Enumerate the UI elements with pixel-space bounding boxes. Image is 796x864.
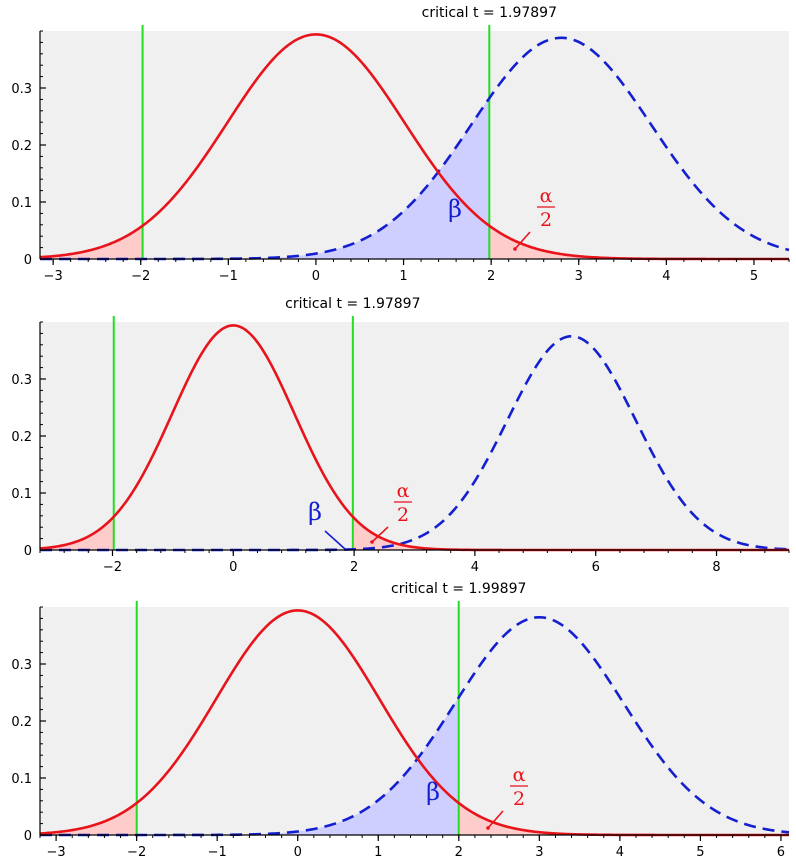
alpha-denominator: 2 <box>397 504 409 526</box>
y-tick-label: 0 <box>24 544 32 559</box>
alpha-half-label: α2 <box>370 480 412 544</box>
x-tick-label: 0 <box>294 845 302 860</box>
x-tick-label: 6 <box>592 560 600 575</box>
x-tick-label: 0 <box>312 269 320 284</box>
alpha-denominator: 2 <box>540 209 552 231</box>
alpha-left-tail-fill <box>40 516 114 550</box>
x-tick-label: 1 <box>399 269 407 284</box>
beta-region-fill <box>40 697 459 835</box>
alpha-denominator: 2 <box>513 788 525 810</box>
x-tick-label: 6 <box>777 845 785 860</box>
x-tick-label: 5 <box>696 845 704 860</box>
x-tick-label: −2 <box>131 269 150 284</box>
alpha-leader-dot <box>370 540 374 544</box>
alpha-numerator: α <box>397 480 410 502</box>
beta-region-fill <box>40 98 490 260</box>
beta-label: β <box>308 498 322 526</box>
chart-title: critical t = 1.99897 <box>391 581 526 597</box>
x-tick-label: 8 <box>712 560 720 575</box>
y-tick-label: 0.2 <box>11 139 32 154</box>
alpha-left-tail-fill <box>40 225 143 259</box>
beta-label: β <box>426 778 440 806</box>
y-tick-label: 0 <box>24 253 32 268</box>
chart-panel-3: −3 −2 −1 0 1 2 3 4 5 6 0 0.1 0.2 0.3 critical t = 1.99… <box>11 581 790 860</box>
alpha-left-tail-fill <box>40 803 137 835</box>
alpha-right-tail-fill <box>352 516 789 550</box>
y-axis-ticks: 0 0.1 0.2 0.3 <box>11 30 46 268</box>
y-tick-label: 0.3 <box>11 658 32 673</box>
alpha-right-tail-fill <box>489 225 789 259</box>
x-axis-ticks: −3 −2 −1 0 1 2 3 4 5 6 <box>39 835 785 860</box>
x-tick-label: −1 <box>219 269 238 284</box>
alpha-numerator: α <box>513 764 526 786</box>
x-tick-label: 3 <box>575 269 583 284</box>
x-tick-label: 4 <box>616 845 624 860</box>
x-tick-label: −3 <box>44 269 63 284</box>
x-axis-ticks: −3 −2 −1 0 1 2 3 4 5 <box>44 259 790 284</box>
alpha-leader-line <box>487 810 504 829</box>
chart-title: critical t = 1.97897 <box>422 5 557 21</box>
x-tick-label: 4 <box>662 269 670 284</box>
y-tick-label: 0.1 <box>11 487 32 502</box>
x-tick-label: 2 <box>455 845 463 860</box>
y-tick-label: 0 <box>24 829 32 844</box>
chart-panel-1: −3 −2 −1 0 1 2 3 4 5 0 0.1 0.2 0.3 critical t = 1.978… <box>11 5 790 284</box>
y-tick-label: 0.2 <box>11 715 32 730</box>
x-tick-label: −3 <box>47 845 66 860</box>
x-tick-label: 2 <box>487 269 495 284</box>
alpha-right-tail-fill <box>458 803 789 835</box>
y-tick-label: 0.3 <box>11 82 32 97</box>
beta-label: β <box>448 195 462 223</box>
alpha-leader-line <box>514 231 531 250</box>
x-axis-ticks: −2 0 2 4 6 8 <box>39 550 790 575</box>
y-axis-ticks: 0 0.1 0.2 0.3 <box>11 606 46 844</box>
y-axis-ticks: 0 0.1 0.2 0.3 <box>11 321 46 559</box>
alpha-leader-dot <box>486 826 490 830</box>
y-tick-label: 0.2 <box>11 430 32 445</box>
x-tick-label: 0 <box>229 560 237 575</box>
y-tick-label: 0.1 <box>11 772 32 787</box>
x-tick-label: −2 <box>127 845 146 860</box>
beta-leader-line <box>324 530 346 550</box>
x-tick-label: 4 <box>471 560 479 575</box>
y-tick-label: 0.1 <box>11 196 32 211</box>
x-tick-label: −1 <box>208 845 227 860</box>
alpha-numerator: α <box>540 185 553 207</box>
plot-background <box>40 322 789 550</box>
chart-title: critical t = 1.97897 <box>285 296 420 312</box>
alpha-half-label: α2 <box>513 185 555 251</box>
x-tick-label: 1 <box>374 845 382 860</box>
x-tick-label: 2 <box>350 560 358 575</box>
y-tick-label: 0.3 <box>11 373 32 388</box>
x-tick-label: 3 <box>535 845 543 860</box>
alpha-half-label: α2 <box>486 764 528 830</box>
alpha-leader-dot <box>513 247 517 251</box>
x-tick-label: 5 <box>750 269 758 284</box>
x-tick-label: −2 <box>103 560 122 575</box>
alpha-leader-line <box>371 526 389 543</box>
